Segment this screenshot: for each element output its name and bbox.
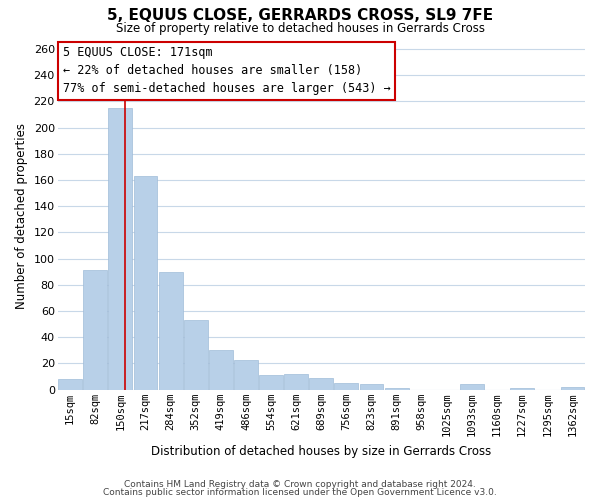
- Bar: [560, 387, 584, 390]
- Bar: [310, 378, 333, 390]
- Bar: [284, 374, 308, 390]
- Bar: [158, 272, 182, 390]
- Bar: [134, 176, 157, 390]
- Bar: [259, 375, 283, 390]
- Bar: [460, 384, 484, 390]
- Text: Size of property relative to detached houses in Gerrards Cross: Size of property relative to detached ho…: [115, 22, 485, 35]
- Bar: [334, 383, 358, 390]
- Bar: [109, 108, 133, 390]
- Bar: [184, 320, 208, 390]
- Text: 5, EQUUS CLOSE, GERRARDS CROSS, SL9 7FE: 5, EQUUS CLOSE, GERRARDS CROSS, SL9 7FE: [107, 8, 493, 22]
- Bar: [209, 350, 233, 390]
- Bar: [385, 388, 409, 390]
- Bar: [234, 360, 258, 390]
- Text: Contains public sector information licensed under the Open Government Licence v3: Contains public sector information licen…: [103, 488, 497, 497]
- X-axis label: Distribution of detached houses by size in Gerrards Cross: Distribution of detached houses by size …: [151, 444, 491, 458]
- Bar: [58, 379, 82, 390]
- Bar: [83, 270, 107, 390]
- Bar: [359, 384, 383, 390]
- Text: 5 EQUUS CLOSE: 171sqm
← 22% of detached houses are smaller (158)
77% of semi-det: 5 EQUUS CLOSE: 171sqm ← 22% of detached …: [62, 46, 391, 96]
- Text: Contains HM Land Registry data © Crown copyright and database right 2024.: Contains HM Land Registry data © Crown c…: [124, 480, 476, 489]
- Bar: [510, 388, 534, 390]
- Y-axis label: Number of detached properties: Number of detached properties: [15, 123, 28, 309]
